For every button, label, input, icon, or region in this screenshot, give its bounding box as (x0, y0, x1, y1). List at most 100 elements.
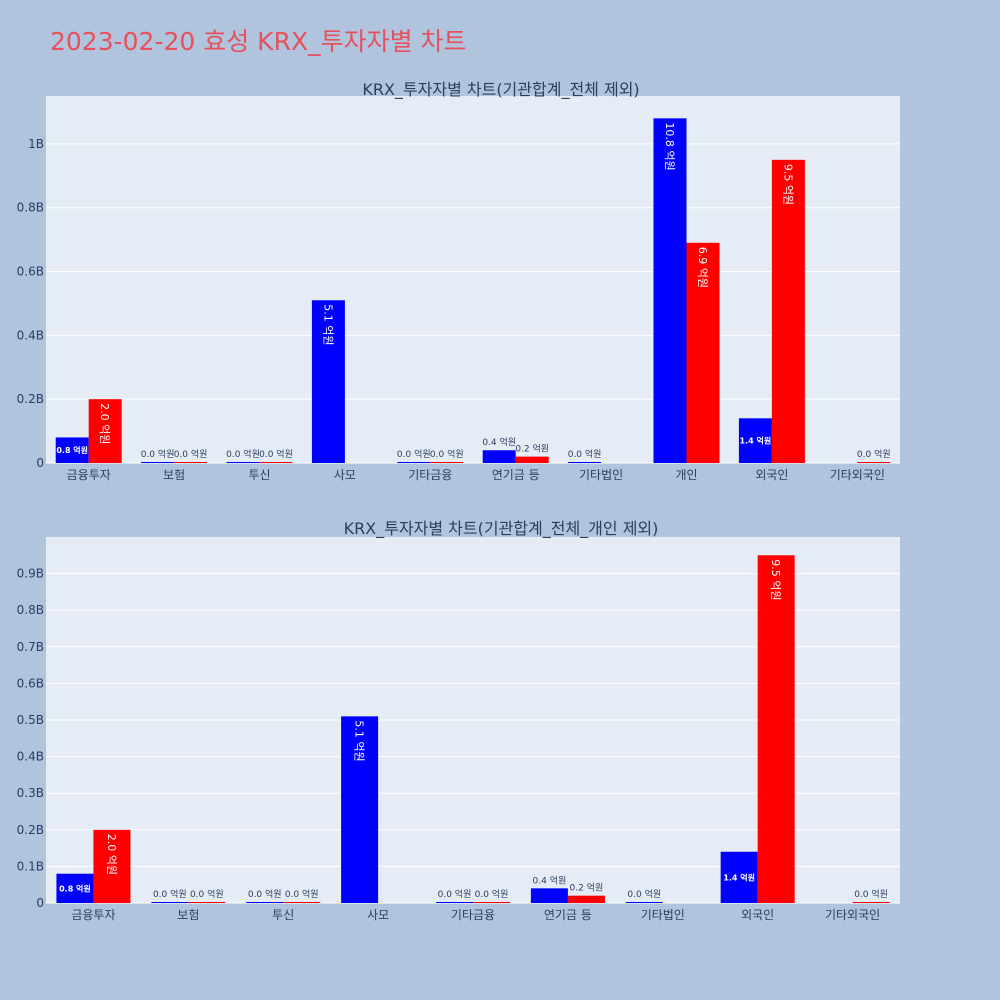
y-tick-label: 0.4B (17, 328, 44, 342)
x-tick-label: 기타법인 (579, 468, 623, 482)
data-label: 0.0 억원 (190, 888, 224, 900)
x-tick-label: 사모 (334, 468, 356, 482)
data-label: 9.5 억원 (781, 164, 794, 205)
data-label: 9.5 억원 (769, 559, 782, 600)
x-tick-label: 기타금융 (451, 908, 495, 922)
x-tick-label: 연기금 등 (544, 908, 592, 922)
bar-buy (311, 300, 345, 463)
bar-sell (852, 902, 890, 903)
data-label: 2.0 억원 (105, 834, 118, 875)
x-tick-label: 외국인 (755, 468, 788, 482)
y-tick-label: 0.8B (17, 201, 44, 215)
x-tick-label: 기타외국인 (825, 908, 880, 922)
plot-area (46, 96, 900, 463)
x-tick-label: 금융투자 (71, 908, 115, 922)
bar-buy (482, 450, 516, 463)
y-tick-label: 0.2B (17, 392, 44, 406)
y-tick-label: 0.1B (17, 859, 44, 873)
page-title: 2023-02-20 효성 KRX_투자자별 차트 (50, 27, 467, 56)
bar-buy (625, 902, 663, 903)
data-label: 0.0 억원 (430, 448, 464, 460)
bar-buy (226, 462, 260, 463)
bar-sell (283, 902, 321, 903)
data-label: 0.8 억원 (56, 445, 88, 455)
data-label: 5.1 억원 (321, 304, 334, 345)
bar-sell (93, 829, 131, 903)
x-tick-label: 보험 (177, 908, 199, 922)
x-tick-label: 기타외국인 (830, 468, 885, 482)
bar-buy (530, 888, 568, 903)
bar-buy (738, 418, 772, 463)
y-tick-label: 0.9B (17, 567, 44, 581)
x-tick-label: 금융투자 (67, 468, 111, 482)
data-label: 0.4 억원 (482, 436, 516, 448)
data-label: 5.1 억원 (353, 720, 366, 761)
data-label: 10.8 억원 (663, 122, 676, 170)
data-label: 0.2 억원 (570, 882, 604, 894)
x-tick-label: 보험 (163, 468, 185, 482)
x-tick-label: 기타금융 (408, 468, 452, 482)
data-label: 1.4 억원 (740, 436, 772, 446)
data-label: 0.0 억원 (857, 448, 891, 460)
bar-buy (151, 902, 189, 903)
data-label: 0.0 억원 (248, 888, 282, 900)
bar-sell (771, 159, 805, 463)
data-label: 0.4 억원 (533, 874, 567, 886)
chart-bottom: 0 0.1B 0.2B 0.3B 0.4B 0.5B 0.6B 0.7B 0.8B 0.9B KRX… (17, 519, 900, 922)
data-label: 1.4 억원 (723, 872, 755, 882)
y-tick-label: 0.7B (17, 640, 44, 654)
bar-buy (141, 462, 175, 463)
chart-subtitle: KRX_투자자별 차트(기관합계_전체 제외) (362, 80, 639, 100)
y-tick-label: 0.5B (17, 713, 44, 727)
bar-sell (174, 462, 208, 463)
data-label: 0.0 억원 (627, 888, 661, 900)
bar-buy (568, 462, 602, 463)
x-tick-label: 연기금 등 (492, 468, 540, 482)
bar-sell (686, 242, 720, 463)
data-label: 0.0 억원 (854, 888, 888, 900)
y-tick-label: 1B (28, 137, 44, 151)
y-tick-label: 0.6B (17, 265, 44, 279)
data-label: 0.0 억원 (141, 448, 175, 460)
data-label: 0.2 억원 (515, 443, 549, 455)
y-tick-label: 0.3B (17, 786, 44, 800)
bar-sell (430, 462, 464, 463)
bar-sell (473, 902, 510, 903)
data-label: 0.0 억원 (174, 448, 208, 460)
bar-sell (515, 456, 549, 463)
data-label: 0.0 억원 (259, 448, 293, 460)
data-label: 0.0 억원 (438, 888, 472, 900)
y-tick-label: 0.4B (17, 750, 44, 764)
data-label: 0.0 억원 (568, 448, 602, 460)
chart-subtitle: KRX_투자자별 차트(기관합계_전체_개인 제외) (344, 519, 659, 539)
data-label: 0.0 억원 (285, 888, 319, 900)
bar-sell (188, 902, 226, 903)
bar-buy (397, 462, 431, 463)
y-tick-label: 0 (36, 456, 44, 470)
y-tick-label: 0.6B (17, 676, 44, 690)
y-tick-label: 0.8B (17, 603, 44, 617)
data-label: 2.0 억원 (98, 403, 111, 444)
bar-sell (567, 895, 605, 903)
data-label: 0.0 억원 (475, 888, 509, 900)
x-tick-label: 기타법인 (641, 908, 685, 922)
x-tick-label: 투신 (248, 468, 270, 482)
data-label: 6.9 억원 (696, 247, 709, 288)
x-tick-label: 개인 (675, 468, 697, 482)
bar-buy (341, 716, 379, 903)
y-tick-label: 0 (36, 896, 44, 910)
x-tick-label: 투신 (272, 908, 294, 922)
x-tick-label: 사모 (367, 908, 389, 922)
data-label: 0.0 억원 (226, 448, 260, 460)
bar-sell (757, 555, 795, 903)
y-tick-label: 0.2B (17, 823, 44, 837)
bar-buy (55, 437, 89, 463)
data-label: 0.8 억원 (59, 883, 91, 893)
bar-buy (653, 118, 687, 464)
bar-buy (436, 902, 473, 903)
bar-buy (720, 851, 758, 903)
bar-sell (88, 399, 122, 463)
x-tick-label: 외국인 (741, 908, 774, 922)
bar-sell (857, 462, 891, 463)
bar-buy (246, 902, 284, 903)
